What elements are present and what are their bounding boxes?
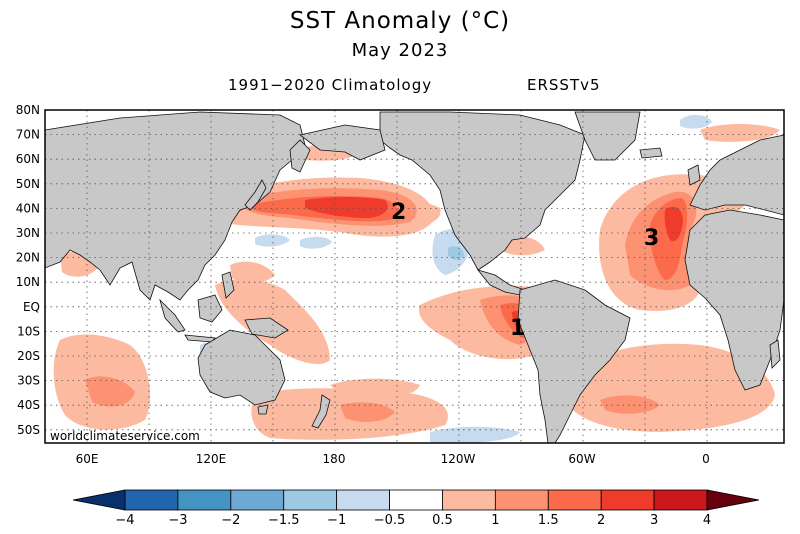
land-japan — [244, 179, 267, 211]
grid-lines — [45, 110, 784, 443]
colorbar-tick-label: −2 — [221, 513, 240, 528]
land-sumatra — [159, 298, 186, 333]
land-alaska — [299, 124, 386, 161]
lat-label: 20N — [16, 251, 40, 265]
callout-3: 3 — [644, 226, 659, 251]
colorbar-tick-label: 1.5 — [538, 513, 559, 528]
anomaly-scs-light — [230, 261, 275, 283]
lat-label: 30N — [16, 226, 40, 240]
anomaly-epac-cool-core — [448, 246, 464, 260]
land-uk — [687, 164, 701, 186]
land-newguinea — [244, 317, 289, 339]
colorbar-tick-label: −1.5 — [268, 513, 300, 528]
colorbar-arrow-left — [72, 489, 126, 511]
lon-label: 120E — [196, 452, 227, 466]
anomaly-sa-medium — [600, 395, 660, 414]
longitude-labels: 60E 120E 180 120W 60W 0 — [76, 452, 710, 466]
land-africa — [684, 209, 784, 391]
lat-label: 80N — [16, 103, 40, 117]
colorbar: −4 −3 −2 −1.5 −1 −0.5 0.5 1 1.5 2 3 4 — [72, 489, 760, 528]
land-newzealand — [311, 394, 331, 429]
colorbar-segment — [547, 489, 602, 511]
colorbar-segment — [389, 489, 443, 511]
map-title: SST Anomaly (°C) — [289, 8, 511, 34]
land-iceland — [639, 147, 663, 159]
colorbar-tick-label: 0.5 — [432, 513, 453, 528]
land-layer — [45, 111, 784, 443]
lat-label: 50N — [16, 177, 40, 191]
lat-label: 20S — [17, 349, 40, 363]
anomaly-barents-light — [700, 124, 780, 142]
land-greenland — [574, 111, 641, 161]
colorbar-tick-label: 2 — [597, 513, 605, 528]
land-philippines — [221, 271, 235, 299]
lat-label: 10N — [16, 275, 40, 289]
lon-label: 0 — [702, 452, 710, 466]
callout-2: 2 — [391, 200, 406, 225]
watermark: worldclimateservice.com — [50, 429, 200, 443]
lon-label: 60W — [568, 452, 595, 466]
land-kamchatka — [289, 139, 311, 173]
colorbar-segment — [230, 489, 285, 511]
land-southamerica — [517, 279, 631, 443]
colorbar-tick-label: −0.5 — [374, 513, 406, 528]
colorbar-segment — [600, 489, 655, 511]
lon-label: 120W — [441, 452, 476, 466]
lon-label: 60E — [76, 452, 99, 466]
lat-label: 50S — [17, 423, 40, 437]
dataset-label: ERSSTv5 — [527, 76, 601, 94]
map-frame — [44, 109, 785, 444]
lat-label: 40S — [17, 398, 40, 412]
climatology-label: 1991−2020 Climatology — [228, 76, 433, 94]
land-tasmania — [257, 404, 269, 415]
land-europe — [689, 134, 784, 216]
lat-label: 10S — [17, 324, 40, 338]
colorbar-segment — [494, 489, 549, 511]
anomaly-pac-south-light — [330, 378, 420, 399]
colorbar-tick-label: −3 — [168, 513, 187, 528]
colorbar-segment — [283, 489, 338, 511]
colorbar-segment — [442, 489, 496, 511]
colorbar-segment — [336, 489, 390, 511]
lat-label: 40N — [16, 201, 40, 215]
land-madagascar — [769, 339, 781, 369]
anomaly-npac-cool-1 — [255, 234, 290, 247]
anomaly-spac-cool — [430, 426, 520, 443]
colorbar-segment — [177, 489, 232, 511]
lat-label: 70N — [16, 128, 40, 142]
anomaly-indian-medium — [85, 376, 135, 407]
land-borneo — [197, 294, 223, 323]
lat-label: 30S — [17, 374, 40, 388]
map-subtitle: May 2023 — [351, 40, 449, 61]
land-australia — [197, 329, 286, 406]
colorbar-segment — [653, 489, 708, 511]
anomaly-nepac-core — [305, 197, 388, 218]
colorbar-segment — [124, 489, 179, 511]
anomaly-npac-cool-2 — [300, 236, 332, 249]
colorbar-arrow-right — [706, 489, 760, 511]
lat-label: EQ — [23, 300, 40, 314]
colorbar-tick-label: 3 — [650, 513, 658, 528]
colorbar-tick-label: 1 — [491, 513, 499, 528]
anomaly-arctic-cool — [680, 114, 712, 129]
callout-1: 1 — [510, 316, 525, 341]
lat-label: 60N — [16, 152, 40, 166]
colorbar-tick-label: 4 — [703, 513, 711, 528]
anomaly-tasman-medium — [340, 402, 395, 422]
colorbar-tick-label: −4 — [115, 513, 134, 528]
latitude-labels: 80N 70N 60N 50N 40N 30N 20N 10N EQ 10S 20S 30S 40S 50… — [16, 103, 40, 437]
lon-label: 180 — [323, 452, 346, 466]
colorbar-tick-label: −1 — [327, 513, 346, 528]
